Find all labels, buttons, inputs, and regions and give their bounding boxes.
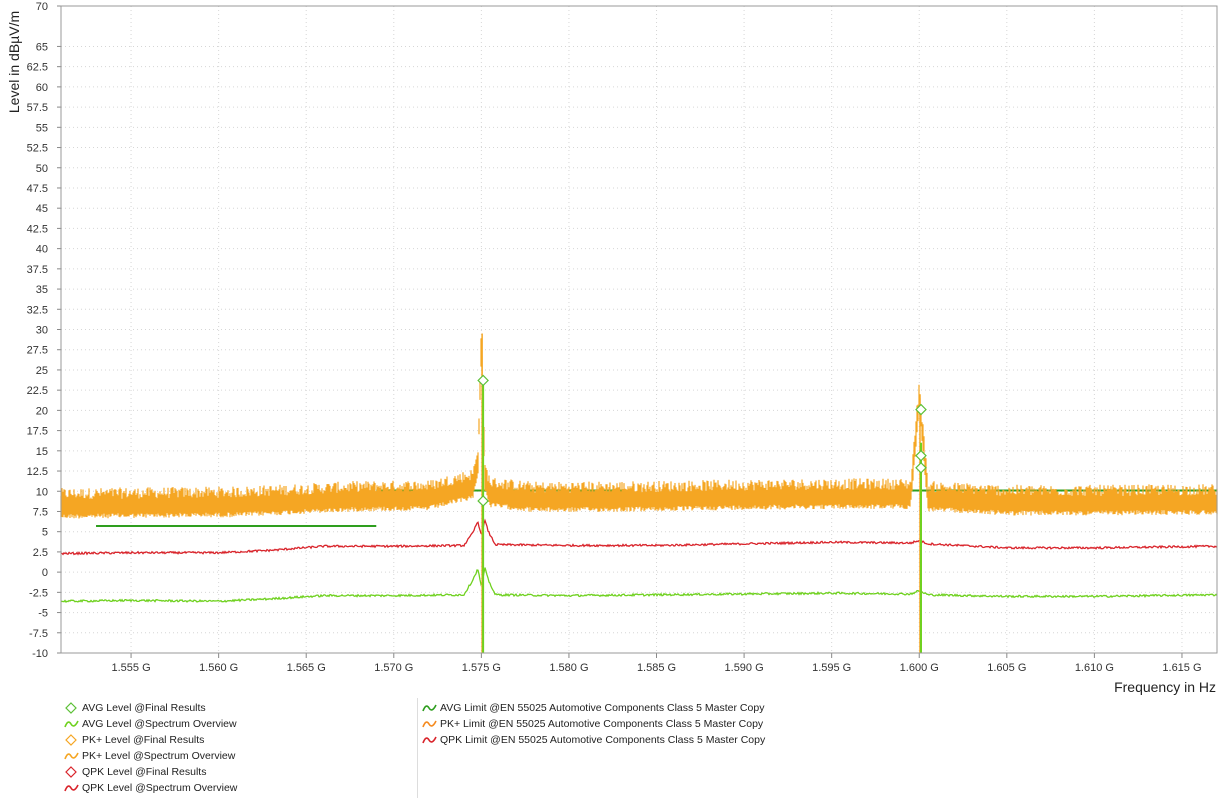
- y-tick-label: 20: [36, 405, 48, 417]
- y-tick-label: 2.5: [33, 547, 48, 559]
- x-tick-label: 1.615 G: [1162, 662, 1201, 674]
- y-tick-label: 17.5: [27, 426, 48, 438]
- legend-label: PK+ Level @Final Results: [82, 734, 205, 746]
- emi-chart: 1.555 G 1.560 G 1.565 G 1.570 G 1.575 G 1.580…: [6, 1, 1218, 695]
- legend-wave-icon: [64, 752, 79, 760]
- series-traces: [60, 338, 1218, 603]
- legend-wave-icon: [422, 736, 437, 744]
- y-axis-title: Level in dBµV/m: [6, 11, 22, 113]
- legend-label: AVG Limit @EN 55025 Automotive Component…: [440, 702, 765, 714]
- legend-wave-icon: [422, 720, 437, 728]
- final-result-markers: [477, 374, 927, 507]
- y-tick-label: 12.5: [27, 466, 48, 478]
- y-tick-label: 32.5: [27, 304, 48, 316]
- y-tick-label: 65: [36, 41, 48, 53]
- legend-divider: [417, 698, 418, 798]
- x-tick-label: 1.610 G: [1075, 662, 1114, 674]
- legend-diamond-icon: [65, 734, 77, 746]
- x-tick-label: 1.570 G: [374, 662, 413, 674]
- y-tick-label: 22.5: [27, 385, 48, 397]
- x-tick-label: 1.585 G: [637, 662, 676, 674]
- y-tick-label: -10: [32, 648, 48, 660]
- legend-label: PK+ Level @Spectrum Overview: [82, 750, 236, 762]
- y-tick-label: 45: [36, 203, 48, 215]
- y-tick-label: 27.5: [27, 345, 48, 357]
- y-tick-label: 60: [36, 82, 48, 94]
- legend-label: QPK Level @Final Results: [82, 766, 207, 778]
- legend-diamond-icon: [65, 766, 77, 778]
- legend-label: AVG Level @Spectrum Overview: [82, 718, 237, 730]
- x-axis-ticks: 1.555 G 1.560 G 1.565 G 1.570 G 1.575 G 1.580…: [111, 653, 1202, 674]
- y-tick-label: 55: [36, 122, 48, 134]
- final-result-marker: [915, 461, 927, 474]
- x-tick-label: 1.565 G: [287, 662, 326, 674]
- y-tick-label: 70: [36, 1, 48, 13]
- y-tick-label: 50: [36, 163, 48, 175]
- x-tick-label: 1.575 G: [462, 662, 501, 674]
- y-tick-label: 52.5: [27, 143, 48, 155]
- y-tick-label: -5: [38, 608, 48, 620]
- legend-wave-icon: [422, 704, 437, 712]
- final-result-marker: [915, 449, 927, 462]
- y-tick-label: 5: [42, 527, 48, 539]
- y-tick-label: 15: [36, 446, 48, 458]
- y-tick-label: 47.5: [27, 183, 48, 195]
- avg-level-spectrum-overview-trace: [60, 567, 1218, 603]
- legend-diamond-icon: [65, 702, 77, 714]
- y-tick-label: 25: [36, 365, 48, 377]
- y-tick-label: 35: [36, 284, 48, 296]
- final-result-marker: [915, 403, 927, 416]
- y-tick-label: 37.5: [27, 264, 48, 276]
- spike-lines: [481, 333, 922, 653]
- y-tick-label: 57.5: [27, 102, 48, 114]
- y-tick-label: -2.5: [29, 587, 48, 599]
- grid-lines: [61, 5, 1217, 654]
- qpk-level-spectrum-overview-trace: [61, 518, 1218, 556]
- plot-frame: [60, 5, 1218, 654]
- x-tick-label: 1.560 G: [199, 662, 238, 674]
- y-tick-label: 7.5: [33, 506, 48, 518]
- x-tick-label: 1.580 G: [549, 662, 588, 674]
- x-tick-label: 1.605 G: [987, 662, 1026, 674]
- legend-label: QPK Limit @EN 55025 Automotive Component…: [440, 734, 766, 746]
- y-tick-label: 0: [42, 567, 48, 579]
- x-tick-label: 1.595 G: [812, 662, 851, 674]
- y-tick-label: -7.5: [29, 628, 48, 640]
- x-tick-label: 1.600 G: [900, 662, 939, 674]
- final-result-marker: [477, 374, 489, 387]
- legend-label: AVG Level @Final Results: [82, 702, 206, 714]
- y-tick-label: 42.5: [27, 223, 48, 235]
- x-tick-label: 1.555 G: [111, 662, 150, 674]
- y-axis-ticks: -10-7.5-5-2.502.557.51012.51517.52022.52…: [27, 1, 61, 660]
- pk-level-spectrum-overview-trace: [60, 338, 1218, 519]
- legend-label: PK+ Limit @EN 55025 Automotive Component…: [440, 718, 764, 730]
- x-tick-label: 1.590 G: [725, 662, 764, 674]
- y-tick-label: 30: [36, 325, 48, 337]
- final-result-marker: [477, 495, 489, 507]
- legend-wave-icon: [64, 720, 79, 728]
- y-tick-label: 40: [36, 244, 48, 256]
- y-tick-label: 10: [36, 486, 48, 498]
- y-tick-label: 62.5: [27, 62, 48, 74]
- legend-label: QPK Level @Spectrum Overview: [82, 782, 238, 794]
- x-axis-title: Frequency in Hz: [1114, 679, 1216, 695]
- legend-wave-icon: [64, 784, 79, 792]
- legend: AVG Level @Final Results AVG Level @Spect…: [0, 698, 1222, 806]
